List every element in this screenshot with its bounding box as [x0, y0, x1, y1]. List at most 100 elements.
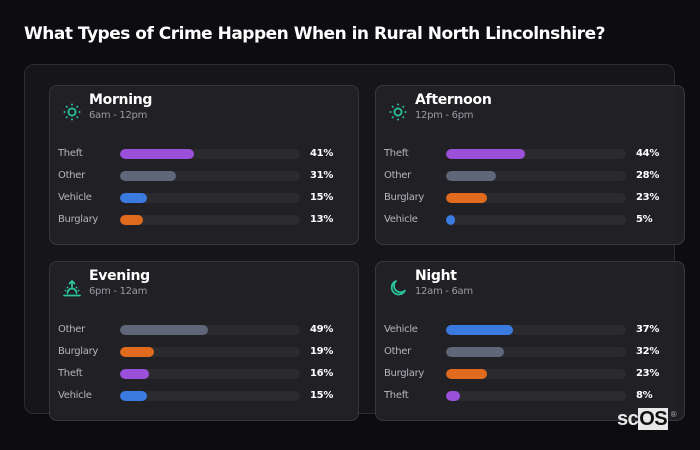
- bar-track: [446, 325, 626, 335]
- bar-label: Theft: [58, 368, 83, 379]
- bar-row: Vehicle 15%: [58, 191, 352, 213]
- sun-icon: [388, 102, 408, 122]
- card-time-range: 6am - 12pm: [89, 110, 148, 121]
- bar-fill: [446, 149, 526, 159]
- bar-label: Vehicle: [58, 192, 92, 203]
- scos-logo: scOS ®: [617, 408, 677, 430]
- bar-list: Theft 44% Other 28% Burglary 23% Vehicle…: [384, 147, 678, 235]
- bar-label: Vehicle: [58, 390, 92, 401]
- bar-track: [120, 369, 300, 379]
- card-title: Afternoon: [415, 92, 492, 108]
- bar-list: Other 49% Burglary 19% Theft 16% Vehicle…: [58, 323, 352, 411]
- bar-label: Theft: [384, 148, 409, 159]
- card-title: Morning: [89, 92, 153, 108]
- bar-value: 23%: [636, 368, 660, 379]
- bar-label: Other: [384, 170, 411, 181]
- bar-label: Burglary: [58, 214, 99, 225]
- bar-value: 41%: [310, 148, 334, 159]
- bar-fill: [120, 215, 144, 225]
- bar-label: Other: [58, 324, 85, 335]
- bar-row: Burglary 19%: [58, 345, 352, 367]
- bar-label: Burglary: [384, 192, 425, 203]
- bar-fill: [120, 369, 149, 379]
- bar-fill: [446, 369, 488, 379]
- bar-value: 44%: [636, 148, 660, 159]
- bar-fill: [446, 325, 513, 335]
- bar-fill: [120, 325, 209, 335]
- bar-label: Theft: [384, 390, 409, 401]
- moon-icon: [388, 278, 408, 298]
- bar-track: [120, 193, 300, 203]
- bar-track: [120, 347, 300, 357]
- bar-value: 49%: [310, 324, 334, 335]
- bar-track: [446, 171, 626, 181]
- card-afternoon: Afternoon 12pm - 6pm Theft 44% Other 28%…: [375, 85, 685, 245]
- card-time-range: 12am - 6am: [415, 286, 473, 297]
- sun-icon: [62, 102, 82, 122]
- bar-label: Vehicle: [384, 214, 418, 225]
- bar-track: [120, 215, 300, 225]
- bar-value: 37%: [636, 324, 660, 335]
- bar-row: Burglary 23%: [384, 191, 678, 213]
- bar-value: 15%: [310, 390, 334, 401]
- bar-row: Other 28%: [384, 169, 678, 191]
- bar-row: Vehicle 37%: [384, 323, 678, 345]
- bar-track: [446, 193, 626, 203]
- bar-value: 13%: [310, 214, 334, 225]
- card-morning: Morning 6am - 12pm Theft 41% Other 31% V…: [49, 85, 359, 245]
- bar-label: Vehicle: [384, 324, 418, 335]
- bar-value: 23%: [636, 192, 660, 203]
- bar-track: [120, 325, 300, 335]
- logo-text-os: OS: [638, 408, 669, 430]
- bar-value: 19%: [310, 346, 334, 357]
- bar-value: 15%: [310, 192, 334, 203]
- bar-fill: [120, 193, 147, 203]
- bar-row: Theft 41%: [58, 147, 352, 169]
- bar-track: [120, 171, 300, 181]
- bar-row: Theft 44%: [384, 147, 678, 169]
- page-title: What Types of Crime Happen When in Rural…: [24, 24, 605, 44]
- bar-row: Burglary 23%: [384, 367, 678, 389]
- bar-label: Other: [58, 170, 85, 181]
- bar-value: 28%: [636, 170, 660, 181]
- bar-track: [446, 369, 626, 379]
- bar-track: [446, 149, 626, 159]
- card-time-range: 6pm - 12am: [89, 286, 148, 297]
- bar-row: Theft 8%: [384, 389, 678, 411]
- card-time-range: 12pm - 6pm: [415, 110, 474, 121]
- bar-label: Other: [384, 346, 411, 357]
- bar-label: Theft: [58, 148, 83, 159]
- bar-row: Burglary 13%: [58, 213, 352, 235]
- bar-list: Theft 41% Other 31% Vehicle 15% Burglary…: [58, 147, 352, 235]
- card-evening: Evening 6pm - 12am Other 49% Burglary 19…: [49, 261, 359, 421]
- bar-row: Vehicle 5%: [384, 213, 678, 235]
- bar-row: Theft 16%: [58, 367, 352, 389]
- bar-value: 5%: [636, 214, 653, 225]
- bar-fill: [446, 347, 504, 357]
- bar-track: [120, 391, 300, 401]
- bar-fill: [120, 171, 176, 181]
- bar-label: Burglary: [384, 368, 425, 379]
- bar-list: Vehicle 37% Other 32% Burglary 23% Theft…: [384, 323, 678, 411]
- bar-value: 16%: [310, 368, 334, 379]
- card-night: Night 12am - 6am Vehicle 37% Other 32% B…: [375, 261, 685, 421]
- registered-mark: ®: [670, 410, 677, 419]
- bar-value: 31%: [310, 170, 334, 181]
- bar-fill: [446, 215, 455, 225]
- bar-value: 32%: [636, 346, 660, 357]
- bar-label: Burglary: [58, 346, 99, 357]
- card-title: Evening: [89, 268, 150, 284]
- card-title: Night: [415, 268, 457, 284]
- bar-fill: [446, 391, 461, 401]
- bar-fill: [446, 193, 488, 203]
- bar-track: [446, 215, 626, 225]
- sunset-icon: [62, 278, 82, 298]
- bar-fill: [120, 347, 155, 357]
- bar-track: [120, 149, 300, 159]
- bar-row: Vehicle 15%: [58, 389, 352, 411]
- bar-track: [446, 391, 626, 401]
- bar-value: 8%: [636, 390, 653, 401]
- bar-fill: [446, 171, 497, 181]
- logo-text-sc: sc: [617, 408, 639, 430]
- bar-fill: [120, 391, 147, 401]
